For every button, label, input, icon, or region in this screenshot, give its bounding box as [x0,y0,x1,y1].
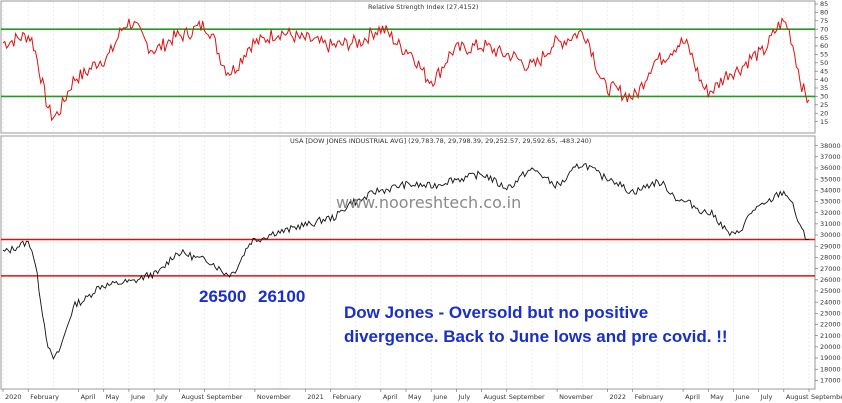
rsi-y-tick-label: 40 [820,76,828,84]
x-tick-label: November [559,393,593,401]
rsi-panel-frame [0,0,816,134]
x-tick-label: February [635,393,664,401]
rsi-y-tick-label: 45 [820,67,828,75]
x-tick-label: February [332,393,361,401]
x-tick-label: June [734,393,749,401]
price-y-tick-label: 25000 [820,287,841,295]
price-y-tick-label: 26000 [820,276,841,284]
x-tick-label: September [811,393,842,401]
x-tick-label: 2021 [307,393,324,401]
price-panel-frame [0,135,816,390]
watermark: www.nooreshtech.co.in [336,193,521,212]
price-y-tick-label: 22000 [820,321,841,329]
price-line [2,162,809,360]
price-vertical-gridlines [2,137,810,388]
rsi-reference-lines [1,28,815,98]
price-y-tick-label: 17000 [820,377,841,385]
price-y-axis: 17000 18000 19000 20000 21000 22000 23000 24000… [815,142,841,385]
price-y-tick-label: 36000 [820,164,841,172]
x-tick-label: August [786,393,809,401]
price-y-tick-label: 21000 [820,332,841,340]
x-tick-label: August [484,393,507,401]
x-tick-label: July [457,393,470,401]
price-series [2,162,809,360]
rsi-y-tick-label: 75 [820,17,828,25]
price-y-tick-label: 37000 [820,153,841,161]
rsi-y-tick-label: 60 [820,42,828,50]
x-tick-label: April [685,393,700,401]
rsi-vertical-gridlines [2,2,810,132]
price-y-tick-label: 33000 [820,198,841,206]
price-y-tick-label: 29000 [820,242,841,250]
rsi-y-tick-label: 20 [820,109,828,117]
x-tick-label: April [81,393,96,401]
x-tick-label: February [30,393,59,401]
rsi-y-tick-label: 50 [820,59,828,67]
rsi-y-tick-label: 70 [820,25,828,33]
x-tick-label: July [155,393,168,401]
x-tick-label: April [383,393,398,401]
rsi-y-tick-label: 25 [820,101,828,109]
price-y-tick-label: 30000 [820,231,841,239]
price-y-tick-label: 27000 [820,265,841,273]
x-tick-label: August [181,393,204,401]
comment-line-2: divergence. Back to June lows and pre co… [344,327,728,346]
x-tick-label: May [408,393,422,401]
x-tick-label: July [760,393,773,401]
x-tick-label: May [106,393,120,401]
rsi-y-tick-label: 15 [820,118,828,126]
level-label-26500: 26500 [199,287,246,306]
price-reference-lines [1,238,815,277]
price-y-tick-label: 35000 [820,175,841,183]
x-tick-label: 2022 [610,393,627,401]
price-y-tick-label: 23000 [820,310,841,318]
price-title: USA [DOW JONES INDUSTRIAL AVG] (29,783.7… [290,137,591,145]
price-y-tick-label: 34000 [820,187,841,195]
price-y-tick-label: 28000 [820,254,841,262]
rsi-y-tick-label: 35 [820,84,828,92]
level-label-26100: 26100 [258,287,305,306]
x-tick-label: September [207,393,243,401]
rsi-y-tick-label: 80 [820,9,828,17]
x-tick-label: June [432,393,447,401]
rsi-line [2,17,810,122]
rsi-y-tick-label: 30 [820,93,828,101]
rsi-y-tick-label: 55 [820,51,828,59]
price-y-tick-label: 20000 [820,343,841,351]
x-tick-label: November [257,393,291,401]
x-tick-label: June [130,393,145,401]
rsi-y-tick-label: 65 [820,34,828,42]
price-y-tick-label: 24000 [820,298,841,306]
price-y-tick-label: 38000 [820,142,841,150]
comment-line-1: Dow Jones - Oversold but no positive [344,303,648,322]
x-axis: 2020 February April May June July August Septem… [2,389,842,401]
x-tick-label: 2020 [5,393,22,401]
price-y-tick-label: 18000 [820,365,841,373]
x-tick-label: September [509,393,545,401]
price-y-tick-label: 31000 [820,220,841,228]
rsi-series [2,17,810,122]
price-y-tick-label: 19000 [820,354,841,362]
rsi-y-tick-label: 85 [820,0,828,8]
price-y-tick-label: 32000 [820,209,841,217]
x-tick-label: May [710,393,724,401]
rsi-title: Relative Strength Index (27.4152) [368,3,478,11]
